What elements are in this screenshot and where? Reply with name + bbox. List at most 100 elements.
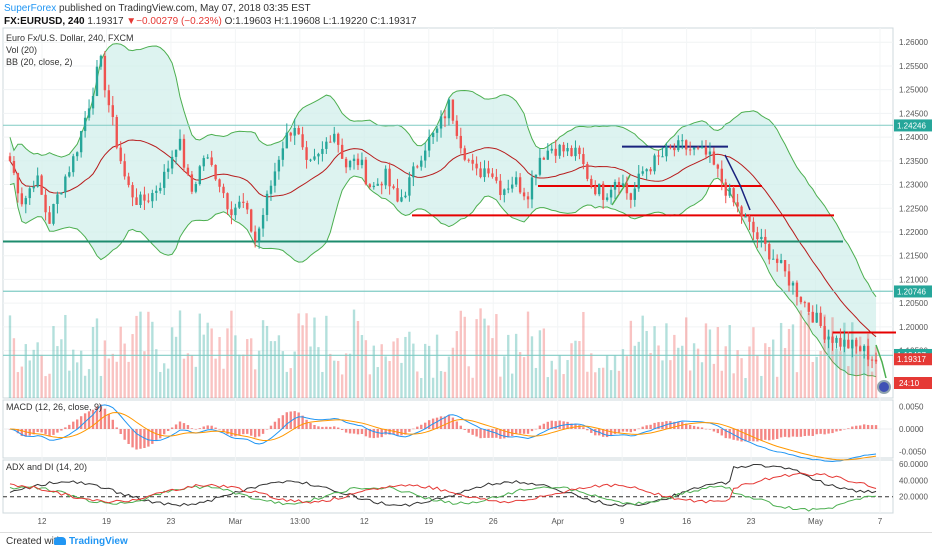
macd-histogram-bar [269,425,273,429]
bollinger-band-fill [9,43,877,377]
candle-body [550,148,553,151]
chart-area[interactable]: 1.26000 1.25500 1.25000 1.24500 1.24000 1.235… [0,0,932,532]
macd-histogram-bar [487,429,490,438]
macd-histogram-bar [289,411,292,429]
candle-body [277,159,281,172]
time-axis-tick: 23 [747,517,756,526]
macd-histogram-bar [736,429,739,441]
volume-bar [424,343,427,398]
macd-histogram-bar [83,413,87,429]
volume-bar [427,345,431,398]
price-axis-tick: 1.22500 [899,204,928,213]
publish-text: published on TradingView.com, May 07, 20… [56,3,311,14]
volume-bar [811,361,814,398]
volume-bar [843,322,846,398]
volume-bar [131,334,134,398]
candle-body [487,168,490,174]
macd-histogram-bar [439,416,443,429]
volume-bar [79,350,83,398]
macd-histogram-bar [313,424,316,429]
candle-body [728,188,731,196]
candle-body [218,179,221,187]
tradingview-logo[interactable]: TradingView [54,533,128,551]
volume-bar [103,340,107,398]
candle-body [44,194,47,213]
volume-bar [206,322,209,398]
price-axis-tick: 1.24000 [899,133,928,142]
candle-body [151,192,154,202]
candle-body [368,184,372,188]
macd-histogram-bar [40,429,43,433]
volume-bar [768,346,771,398]
candle-body [155,190,158,193]
candle-body [198,166,201,185]
adx-axis-tick: 20.0000 [899,493,928,502]
macd-axis-tick: -0.0050 [899,447,927,456]
adx-line [9,464,877,507]
volume-bar [234,335,237,398]
candle-body [408,177,411,196]
candle-body [83,117,87,132]
volume-bar [170,327,174,398]
candle-body [64,176,67,193]
macd-histogram-bar [463,429,466,430]
volume-bar [605,354,609,398]
macd-histogram-bar [392,429,395,435]
volume-bar [479,308,482,398]
volume-bar [756,355,759,398]
macd-histogram-bar [44,429,47,435]
candle-body [495,176,498,181]
volume-bar [546,377,549,398]
macd-histogram-bar [831,429,834,434]
candle-body [396,188,399,202]
candle-body [356,158,360,166]
macd-histogram-bar [708,429,712,430]
volume-bar [621,349,625,398]
volume-bar [174,336,178,398]
candle-body [862,345,866,352]
macd-histogram-bar [226,429,229,435]
candle-body [673,147,676,151]
candle-body [309,159,312,161]
volume-bar [566,360,569,398]
candle-body [344,158,348,168]
candle-body [823,325,826,340]
candle-body [246,202,249,210]
candle-body [633,188,636,200]
macd-histogram-bar [526,429,530,434]
macd-histogram-bar [159,429,162,439]
volume-bar [356,320,360,398]
publisher-link[interactable]: SuperForex [4,3,57,14]
candle-body [870,359,874,361]
candle-body [182,138,186,168]
candle-body [712,151,716,165]
macd-histogram-bar [246,429,249,434]
macd-histogram-bar [653,422,656,429]
volume-bar [44,376,47,398]
candle-body [135,197,138,205]
macd-histogram-bar [839,429,842,431]
volume-bar [329,353,332,398]
macd-histogram-bar [586,429,589,431]
candle-body [12,160,16,173]
candle-body [843,339,846,347]
candle-body [724,182,727,196]
volume-bar [163,363,166,398]
candle-body [791,282,795,286]
candle-body [483,168,486,178]
candle-body [570,148,573,157]
volume-bar [420,377,423,398]
volume-bar [301,325,304,398]
macd-histogram-bar [744,429,747,442]
candle-body [48,212,51,224]
publish-header: SuperForex published on TradingView.com,… [4,2,311,15]
macd-histogram-bar [621,429,625,432]
volume-bar [87,369,91,398]
candle-body [855,339,858,347]
candle-body [420,160,423,167]
volume-bar [91,327,95,398]
candle-body [139,194,142,205]
symbol-name[interactable]: FX:EURUSD, 240 [4,16,85,27]
candle-body [305,147,308,160]
volume-bar [190,355,194,398]
